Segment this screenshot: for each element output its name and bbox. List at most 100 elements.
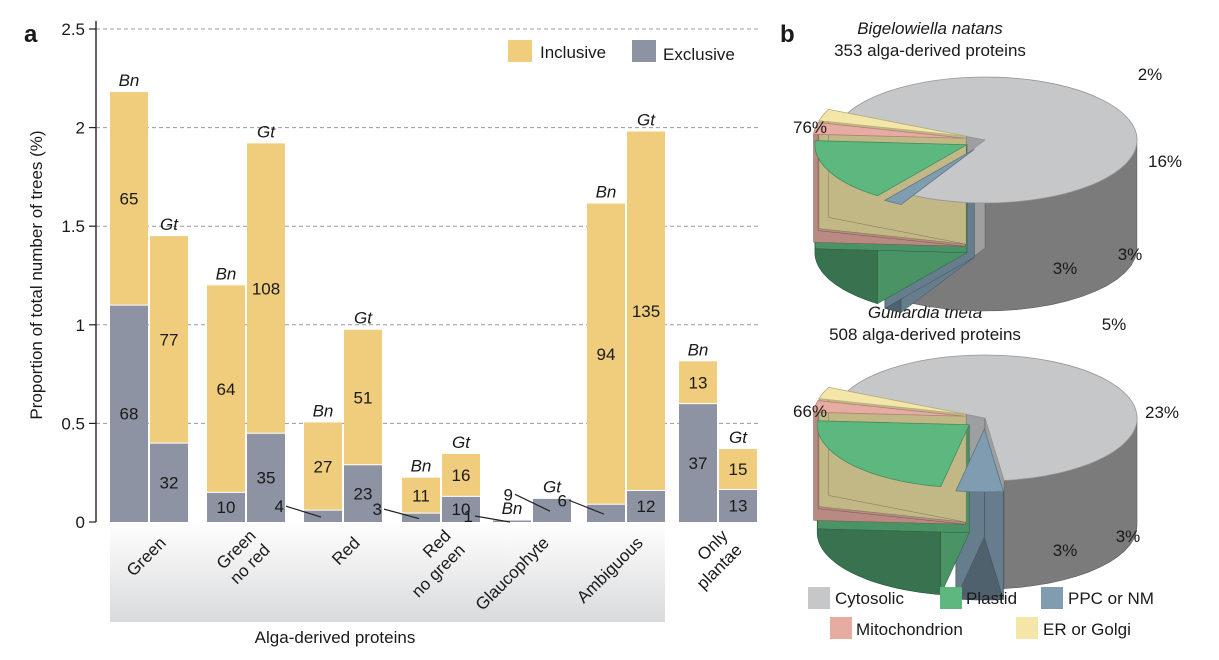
pie-slice-er-or-golgi	[818, 386, 967, 415]
bar-inclusive-value: 94	[597, 345, 616, 364]
bar-exclusive-Bn	[207, 492, 245, 522]
pie-slice-label: 3%	[1053, 541, 1078, 560]
bar-exclusive-Bn	[304, 510, 342, 522]
legend-label-inclusive: Inclusive	[540, 43, 606, 62]
bar-inclusive-value: 135	[632, 302, 660, 321]
bar-exclusive-Gt	[247, 433, 285, 522]
bar-exclusive-Gt	[627, 490, 665, 522]
bar-organism-label: Gt	[257, 122, 276, 141]
pie-guillardia: 66% 5% 23% 3% 3%	[793, 315, 1179, 601]
bar-exclusive-value: 35	[257, 469, 276, 488]
bar-exclusive-value: 3	[373, 500, 382, 519]
pie-legend-swatch-er-or-golgi	[1016, 617, 1038, 639]
bar-exclusive-value: 1	[464, 507, 473, 526]
bar-organism-label: Gt	[543, 477, 562, 496]
pie-slice-mitochondrion	[813, 122, 966, 139]
leader-line	[568, 499, 605, 515]
bar-organism-label: Gt	[160, 215, 179, 234]
bar-inclusive-Bn	[679, 361, 717, 404]
category-band	[110, 522, 665, 622]
pie-legend-swatch-ppc-or-nm	[1041, 587, 1063, 609]
pie1-subtitle: 353 alga-derived proteins	[834, 41, 1026, 60]
legend-swatch-inclusive	[508, 40, 532, 62]
bar-inclusive-Bn	[587, 203, 625, 505]
bar-organism-label: Bn	[216, 264, 237, 283]
bar-organism-label: Gt	[637, 111, 656, 130]
pie-slice-label: 16%	[1148, 152, 1182, 171]
y-tick-label: 2	[76, 119, 85, 138]
pie-slice-cytosolic	[846, 76, 1138, 204]
x-axis-label: Alga-derived proteins	[255, 628, 416, 647]
pie-slice-ppc-or-nm	[955, 427, 1004, 493]
bar-exclusive-Gt	[442, 496, 480, 522]
bar-exclusive-Bn	[493, 520, 531, 522]
bar-exclusive-value: 9	[504, 485, 513, 504]
pie-slice-label: 76%	[793, 118, 827, 137]
bar-exclusive-value: 10	[217, 498, 236, 517]
bar-organism-label: Bn	[313, 401, 334, 420]
pie-legend-label-ppc-or-nm: PPC or NM	[1068, 589, 1154, 608]
pie-legend-label-er-or-golgi: ER or Golgi	[1043, 620, 1131, 639]
y-tick-label: 1	[76, 316, 85, 335]
pie-legend-label-cytosolic: Cytosolic	[835, 589, 904, 608]
bar-inclusive-Gt	[719, 449, 757, 490]
pie-slice-label: 66%	[793, 402, 827, 421]
bar-organism-label: Bn	[411, 457, 432, 476]
pie-bigelowiella: 76% 2% 16% 3% 3%	[793, 65, 1182, 313]
pie-slice-label: 3%	[1116, 527, 1141, 546]
bar-inclusive-Gt	[627, 131, 665, 491]
panel-b-label: b	[780, 21, 795, 48]
leader-line	[383, 508, 420, 520]
bar-inclusive-Bn	[110, 92, 148, 306]
pie-slice-label: 3%	[1118, 245, 1143, 264]
bar-exclusive-Gt	[719, 489, 757, 522]
bar-inclusive-value: 27	[314, 457, 333, 476]
bar-organism-label: Bn	[502, 499, 523, 518]
bar-inclusive-value: 51	[354, 388, 373, 407]
pie-slice-plastid	[816, 420, 970, 488]
bar-exclusive-Gt	[150, 443, 188, 522]
bar-legend: Inclusive Exclusive	[508, 40, 735, 64]
bar-organism-label: Bn	[688, 340, 709, 359]
bar-inclusive-value: 11	[412, 486, 430, 505]
bar-inclusive-value: 65	[120, 190, 139, 209]
pie-slice-label: 2%	[1138, 65, 1163, 84]
bar-exclusive-value: 37	[689, 454, 708, 473]
bar-exclusive-value: 4	[275, 497, 284, 516]
legend-label-exclusive: Exclusive	[663, 45, 735, 64]
bar-inclusive-Gt	[442, 453, 480, 497]
bar-organism-label: Gt	[354, 309, 373, 328]
bar-exclusive-value: 10	[452, 500, 471, 519]
pie-slice-label: 23%	[1145, 403, 1179, 422]
bar-inclusive-Bn	[402, 477, 440, 514]
bar-exclusive-value: 32	[160, 474, 179, 493]
pie-legend-swatch-mitochondrion	[830, 617, 852, 639]
y-axis: 0 0.5 1 1.5 2 2.5	[61, 20, 97, 532]
bar-exclusive-value: 6	[558, 491, 567, 510]
bar-exclusive-Bn	[402, 513, 440, 522]
bar-inclusive-value: 15	[729, 460, 748, 479]
pie-legend-label-plastid: Plastid	[966, 589, 1017, 608]
bar-inclusive-Bn	[304, 422, 342, 511]
pie2-subtitle: 508 alga-derived proteins	[829, 325, 1021, 344]
bar-exclusive-Bn	[587, 504, 625, 522]
panel-a-label: a	[24, 21, 38, 48]
bar-exclusive-Bn	[679, 403, 717, 522]
y-axis-label: Proportion of total number of trees (%)	[27, 130, 46, 419]
pie1-title: Bigelowiella natans	[857, 19, 1003, 38]
pie-legend: Cytosolic Plastid PPC or NM Mitochondrio…	[808, 587, 1154, 639]
pie-slice-mitochondrion	[813, 400, 966, 417]
bar-exclusive-value: 12	[637, 497, 656, 516]
bar-exclusive-Gt	[344, 464, 382, 522]
bar-inclusive-value: 108	[252, 279, 280, 298]
bar-organism-label: Gt	[729, 428, 748, 447]
bar-inclusive-Gt	[344, 329, 382, 465]
bar-inclusive-value: 77	[160, 331, 179, 350]
bar-organism-label: Bn	[119, 71, 140, 90]
pie-legend-label-mitochondrion: Mitochondrion	[856, 620, 963, 639]
leader-line	[514, 493, 551, 512]
bar-exclusive-value: 13	[729, 497, 748, 516]
legend-swatch-exclusive	[632, 40, 656, 62]
